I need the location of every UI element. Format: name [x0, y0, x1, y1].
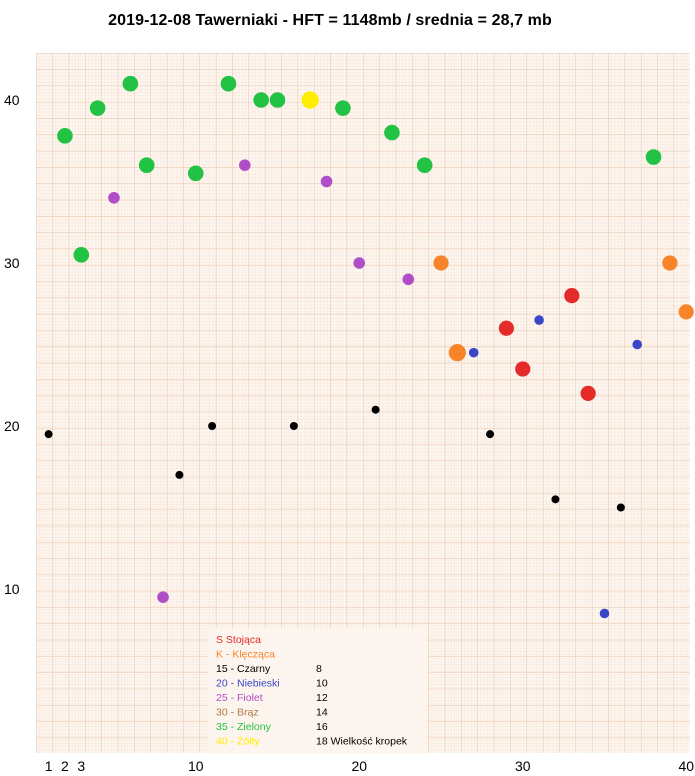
legend-size: 10 [316, 678, 328, 690]
legend-size: 8 [316, 663, 322, 675]
x-axis-ticks: 1 2 3 10 20 30 40 [45, 758, 695, 774]
data-point-37 [632, 339, 642, 350]
data-point-5 [108, 192, 120, 204]
y-axis-ticks: 10 20 30 40 [4, 92, 20, 597]
x-tick-label: 30 [515, 758, 531, 774]
data-point-17 [301, 91, 319, 109]
x-tick-label: 20 [351, 758, 367, 774]
x-tick-label: 1 [45, 758, 53, 774]
data-point-30 [515, 361, 531, 377]
legend-box [208, 628, 428, 754]
data-point-35 [599, 608, 610, 619]
data-point-8 [157, 591, 169, 603]
data-point-13 [239, 159, 251, 171]
legend-label: 20 - Niebieski [216, 678, 280, 690]
data-point-28 [486, 430, 495, 439]
data-point-22 [384, 124, 400, 141]
x-tick-label: 2 [61, 758, 69, 774]
data-point-16 [289, 422, 298, 430]
data-point-39 [662, 255, 678, 271]
data-point-14 [253, 92, 269, 108]
data-point-25 [433, 255, 449, 271]
data-point-33 [564, 288, 580, 304]
legend-size: 14 [316, 707, 328, 719]
x-tick-label: 10 [188, 758, 204, 774]
x-tick-label: 40 [678, 758, 694, 774]
data-point-1 [44, 430, 53, 439]
data-point-40 [678, 304, 694, 320]
legend-label: 40 - Żółty [216, 735, 261, 748]
data-point-10 [187, 165, 204, 182]
data-point-11 [208, 422, 217, 430]
data-point-6 [122, 75, 139, 92]
y-tick-label: 40 [4, 92, 20, 108]
legend-label: 25 - Fiolet [216, 692, 263, 704]
legend-size: 12 [316, 692, 328, 704]
data-point-2 [57, 128, 73, 144]
data-point-18 [320, 175, 333, 188]
legend-label: 30 - Brąz [216, 707, 259, 719]
x-tick-label: 3 [77, 758, 85, 774]
data-point-20 [353, 257, 366, 269]
data-point-36 [616, 503, 625, 512]
data-point-3 [73, 247, 90, 263]
data-point-7 [138, 157, 155, 173]
y-tick-label: 10 [4, 581, 20, 597]
data-point-4 [89, 100, 106, 116]
y-tick-label: 30 [4, 255, 20, 271]
data-point-24 [416, 157, 433, 173]
legend-size: 16 [316, 721, 328, 733]
legend-label: S Stojąca [216, 634, 261, 646]
data-point-27 [468, 347, 479, 358]
data-point-9 [175, 470, 184, 479]
data-point-34 [580, 385, 596, 401]
data-point-29 [498, 320, 514, 336]
legend-size: 18 Wielkość kropek [316, 736, 408, 748]
data-point-19 [335, 100, 351, 116]
legend-label: K - Klęcząca [216, 649, 275, 661]
data-point-38 [645, 149, 662, 165]
y-tick-label: 20 [4, 418, 20, 434]
data-point-12 [220, 75, 237, 92]
data-point-23 [402, 273, 415, 286]
legend-label: 15 - Czarny [216, 663, 271, 675]
data-point-31 [534, 315, 544, 325]
data-point-26 [448, 344, 466, 362]
data-points [44, 75, 694, 619]
legend: S Stojąca K - Klęcząca 15 - Czarny 8 20 - Ni… [208, 628, 428, 754]
legend-label: 35 - Zielony [216, 721, 272, 733]
data-point-21 [371, 405, 380, 414]
data-point-15 [269, 92, 286, 108]
chart-title: 2019-12-08 Tawerniaki - HFT = 1148mb / s… [108, 12, 552, 29]
data-point-32 [551, 495, 560, 504]
